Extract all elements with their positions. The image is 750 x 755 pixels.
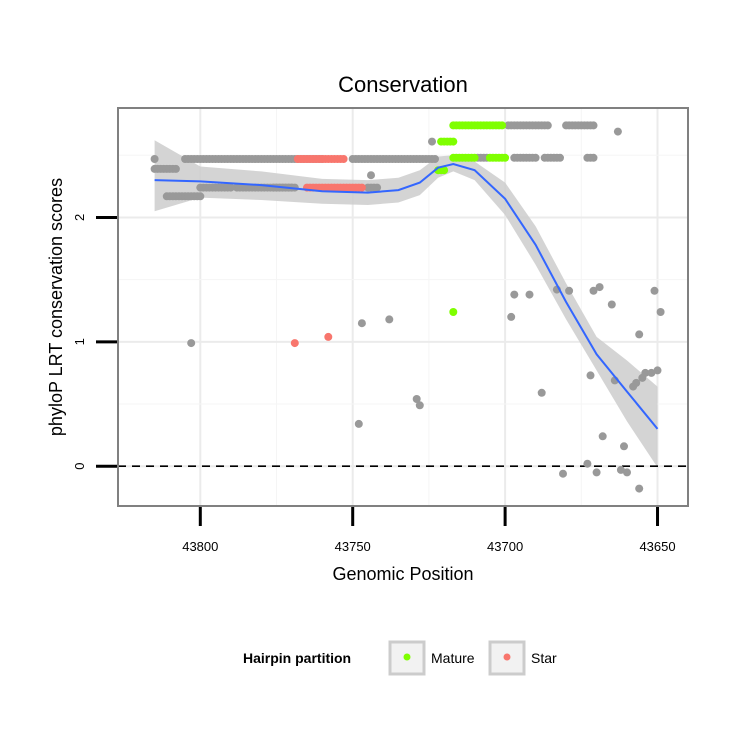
- legend-label-mature: Mature: [431, 650, 475, 666]
- data-point: [641, 368, 650, 377]
- data-point: [373, 183, 382, 192]
- star-point: [357, 183, 366, 192]
- axes: 43800 43750 43700 43650 0 1 2: [72, 214, 676, 554]
- data-point: [415, 401, 424, 410]
- data-point: [510, 290, 519, 299]
- legend-key-mature-dot: [403, 653, 411, 661]
- data-point: [635, 330, 644, 339]
- data-point: [623, 468, 631, 477]
- data-point: [653, 366, 662, 375]
- data-point: [543, 121, 552, 130]
- data-point: [598, 432, 607, 441]
- data-point: [635, 484, 644, 493]
- x-axis-title: Genomic Position: [332, 564, 473, 584]
- data-point: [367, 171, 375, 180]
- data-point: [589, 286, 598, 295]
- x-tick-label: 43750: [335, 539, 371, 554]
- mature-point: [440, 166, 449, 175]
- data-point: [583, 459, 592, 468]
- data-point: [412, 395, 421, 403]
- mature-point: [498, 121, 507, 130]
- y-axis-title: phyloP LRT conservation scores: [46, 178, 66, 436]
- data-point: [613, 127, 622, 136]
- confidence-ribbon: [154, 140, 658, 468]
- data-point: [385, 315, 394, 324]
- data-point: [150, 155, 159, 163]
- data-point: [647, 368, 656, 377]
- chart-title: Conservation: [338, 72, 468, 97]
- data-point: [171, 164, 180, 173]
- data-point: [616, 465, 625, 474]
- data-point: [595, 283, 604, 292]
- legend-label-star: Star: [531, 650, 557, 666]
- data-point: [354, 419, 363, 428]
- data-point: [589, 153, 598, 162]
- mature-point: [449, 308, 458, 316]
- data-point: [620, 442, 628, 451]
- data-point: [586, 371, 595, 380]
- x-tick-label: 43650: [639, 539, 675, 554]
- data-point: [589, 121, 598, 130]
- mature-point: [449, 137, 458, 146]
- x-tick-label: 43700: [487, 539, 523, 554]
- data-point: [632, 378, 641, 387]
- data-point: [607, 300, 616, 309]
- data-point: [565, 286, 574, 295]
- x-tick-label: 43800: [182, 539, 218, 554]
- data-point: [531, 153, 540, 162]
- star-point: [324, 332, 333, 341]
- legend: Hairpin partition Mature Star: [243, 640, 557, 676]
- data-point: [357, 319, 366, 328]
- data-point: [431, 155, 439, 163]
- mature-point: [470, 153, 479, 162]
- data-point: [196, 192, 205, 201]
- mature-point: [501, 153, 510, 162]
- data-point: [525, 290, 534, 299]
- y-tick-label: 0: [72, 463, 87, 470]
- smooth-line: [154, 162, 659, 430]
- data-point: [556, 153, 564, 162]
- data-point: [656, 308, 665, 316]
- legend-title: Hairpin partition: [243, 650, 351, 666]
- confidence-band: [154, 140, 658, 468]
- star-point: [290, 339, 299, 348]
- grid-lines: [118, 108, 688, 506]
- panel-border: [117, 107, 689, 507]
- data-point: [592, 468, 601, 477]
- legend-key-star-dot: [503, 653, 511, 661]
- data-point: [226, 183, 235, 192]
- y-tick-label: 2: [72, 214, 87, 221]
- data-point: [507, 312, 516, 321]
- loess-fit-line: [154, 162, 659, 430]
- data-point: [428, 137, 436, 146]
- data-points: [150, 121, 665, 493]
- data-point: [537, 388, 546, 397]
- data-point: [559, 469, 567, 478]
- data-point: [187, 339, 196, 348]
- data-point: [650, 286, 659, 295]
- star-point: [339, 155, 348, 163]
- y-tick-label: 1: [72, 338, 87, 345]
